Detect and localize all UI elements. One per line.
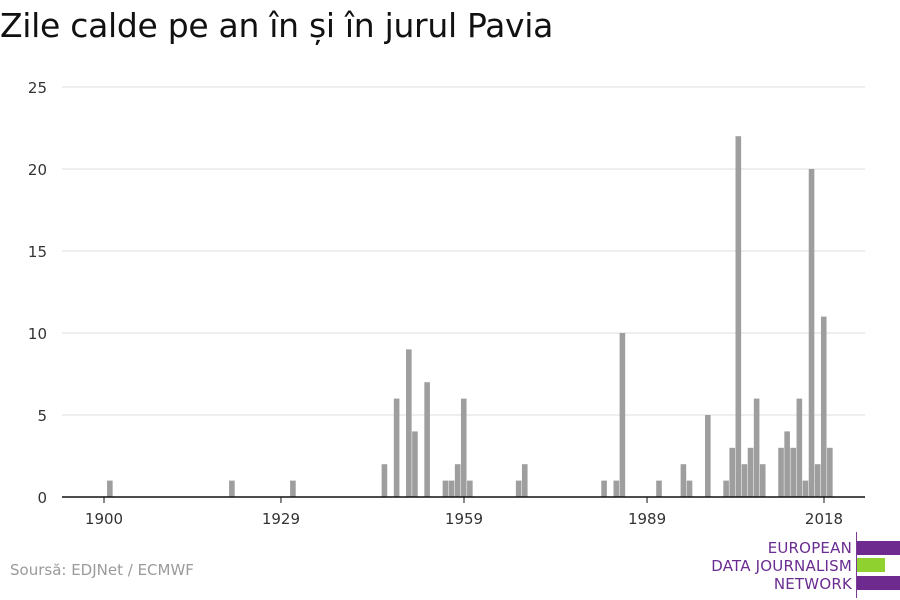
logo-bar-green xyxy=(857,558,885,572)
logo-bar-purple-bottom xyxy=(857,576,900,590)
bar-2004 xyxy=(735,136,742,497)
bar-1931 xyxy=(290,480,296,497)
y-tick-label: 15 xyxy=(28,243,47,261)
y-tick-label: 25 xyxy=(28,79,47,97)
logo-divider xyxy=(856,532,857,598)
y-axis-tick-labels: 0 5 10 15 20 25 xyxy=(28,79,47,507)
x-tick-label: 1929 xyxy=(262,510,300,528)
logo-text-european: EUROPEAN xyxy=(767,539,852,557)
bar-2005 xyxy=(741,464,748,497)
bar-1969 xyxy=(521,464,528,497)
y-tick-label: 10 xyxy=(28,325,47,343)
bar-2008 xyxy=(759,464,766,497)
chart-title: Zile calde pe an în și în jurul Pavia xyxy=(0,6,554,45)
logo-text-network: NETWORK xyxy=(773,575,852,593)
bar-2003 xyxy=(729,447,736,497)
bar-1982 xyxy=(601,480,607,497)
bar-1951 xyxy=(412,431,418,497)
bar-1950 xyxy=(406,349,412,497)
bar-2018 xyxy=(820,316,827,497)
bar-2002 xyxy=(723,480,729,497)
bar-1901 xyxy=(107,480,113,497)
bar-1999 xyxy=(705,415,711,497)
bar-2011 xyxy=(778,447,784,497)
bar-1957 xyxy=(448,480,455,497)
bar-2007 xyxy=(753,398,760,497)
bar-1946 xyxy=(381,464,388,497)
bar-1968 xyxy=(515,480,522,497)
bar-1956 xyxy=(442,480,449,497)
bar-1958 xyxy=(454,464,461,497)
bar-2014 xyxy=(796,398,803,497)
edjnet-logo: EUROPEAN DATA JOURNALISM NETWORK xyxy=(700,530,900,600)
logo-bar-purple-top xyxy=(857,541,900,555)
bar-2019 xyxy=(827,447,833,497)
bar-1985 xyxy=(619,333,626,497)
bar-1995 xyxy=(680,464,687,497)
x-tick-label: 2018 xyxy=(805,510,843,528)
y-tick-label: 20 xyxy=(28,161,47,179)
bar-1991 xyxy=(656,480,662,497)
bar-2013 xyxy=(790,447,797,497)
bar-2017 xyxy=(814,464,821,497)
bar-1960 xyxy=(467,480,473,497)
y-tick-label: 0 xyxy=(37,489,47,507)
source-note: Soursă: EDJNet / ECMWF xyxy=(10,561,194,579)
bar-1996 xyxy=(686,480,693,497)
x-axis-tick-labels: 1900 1929 1959 1989 2018 xyxy=(85,497,843,528)
bar-1921 xyxy=(229,480,235,497)
bar-2015 xyxy=(802,480,809,497)
bar-2006 xyxy=(747,447,754,497)
bar-1959 xyxy=(460,398,467,497)
bar-1953 xyxy=(424,382,430,497)
bar-1948 xyxy=(393,398,400,497)
x-tick-label: 1900 xyxy=(85,510,123,528)
y-tick-label: 5 xyxy=(37,407,47,425)
x-tick-label: 1989 xyxy=(628,510,666,528)
bar-1984 xyxy=(613,480,620,497)
bar-2016 xyxy=(808,169,815,497)
x-tick-label: 1959 xyxy=(445,510,483,528)
bar-2012 xyxy=(784,431,790,497)
grid-lines xyxy=(62,86,865,416)
bars xyxy=(107,136,833,497)
logo-text-data-journalism: DATA JOURNALISM xyxy=(711,557,852,575)
